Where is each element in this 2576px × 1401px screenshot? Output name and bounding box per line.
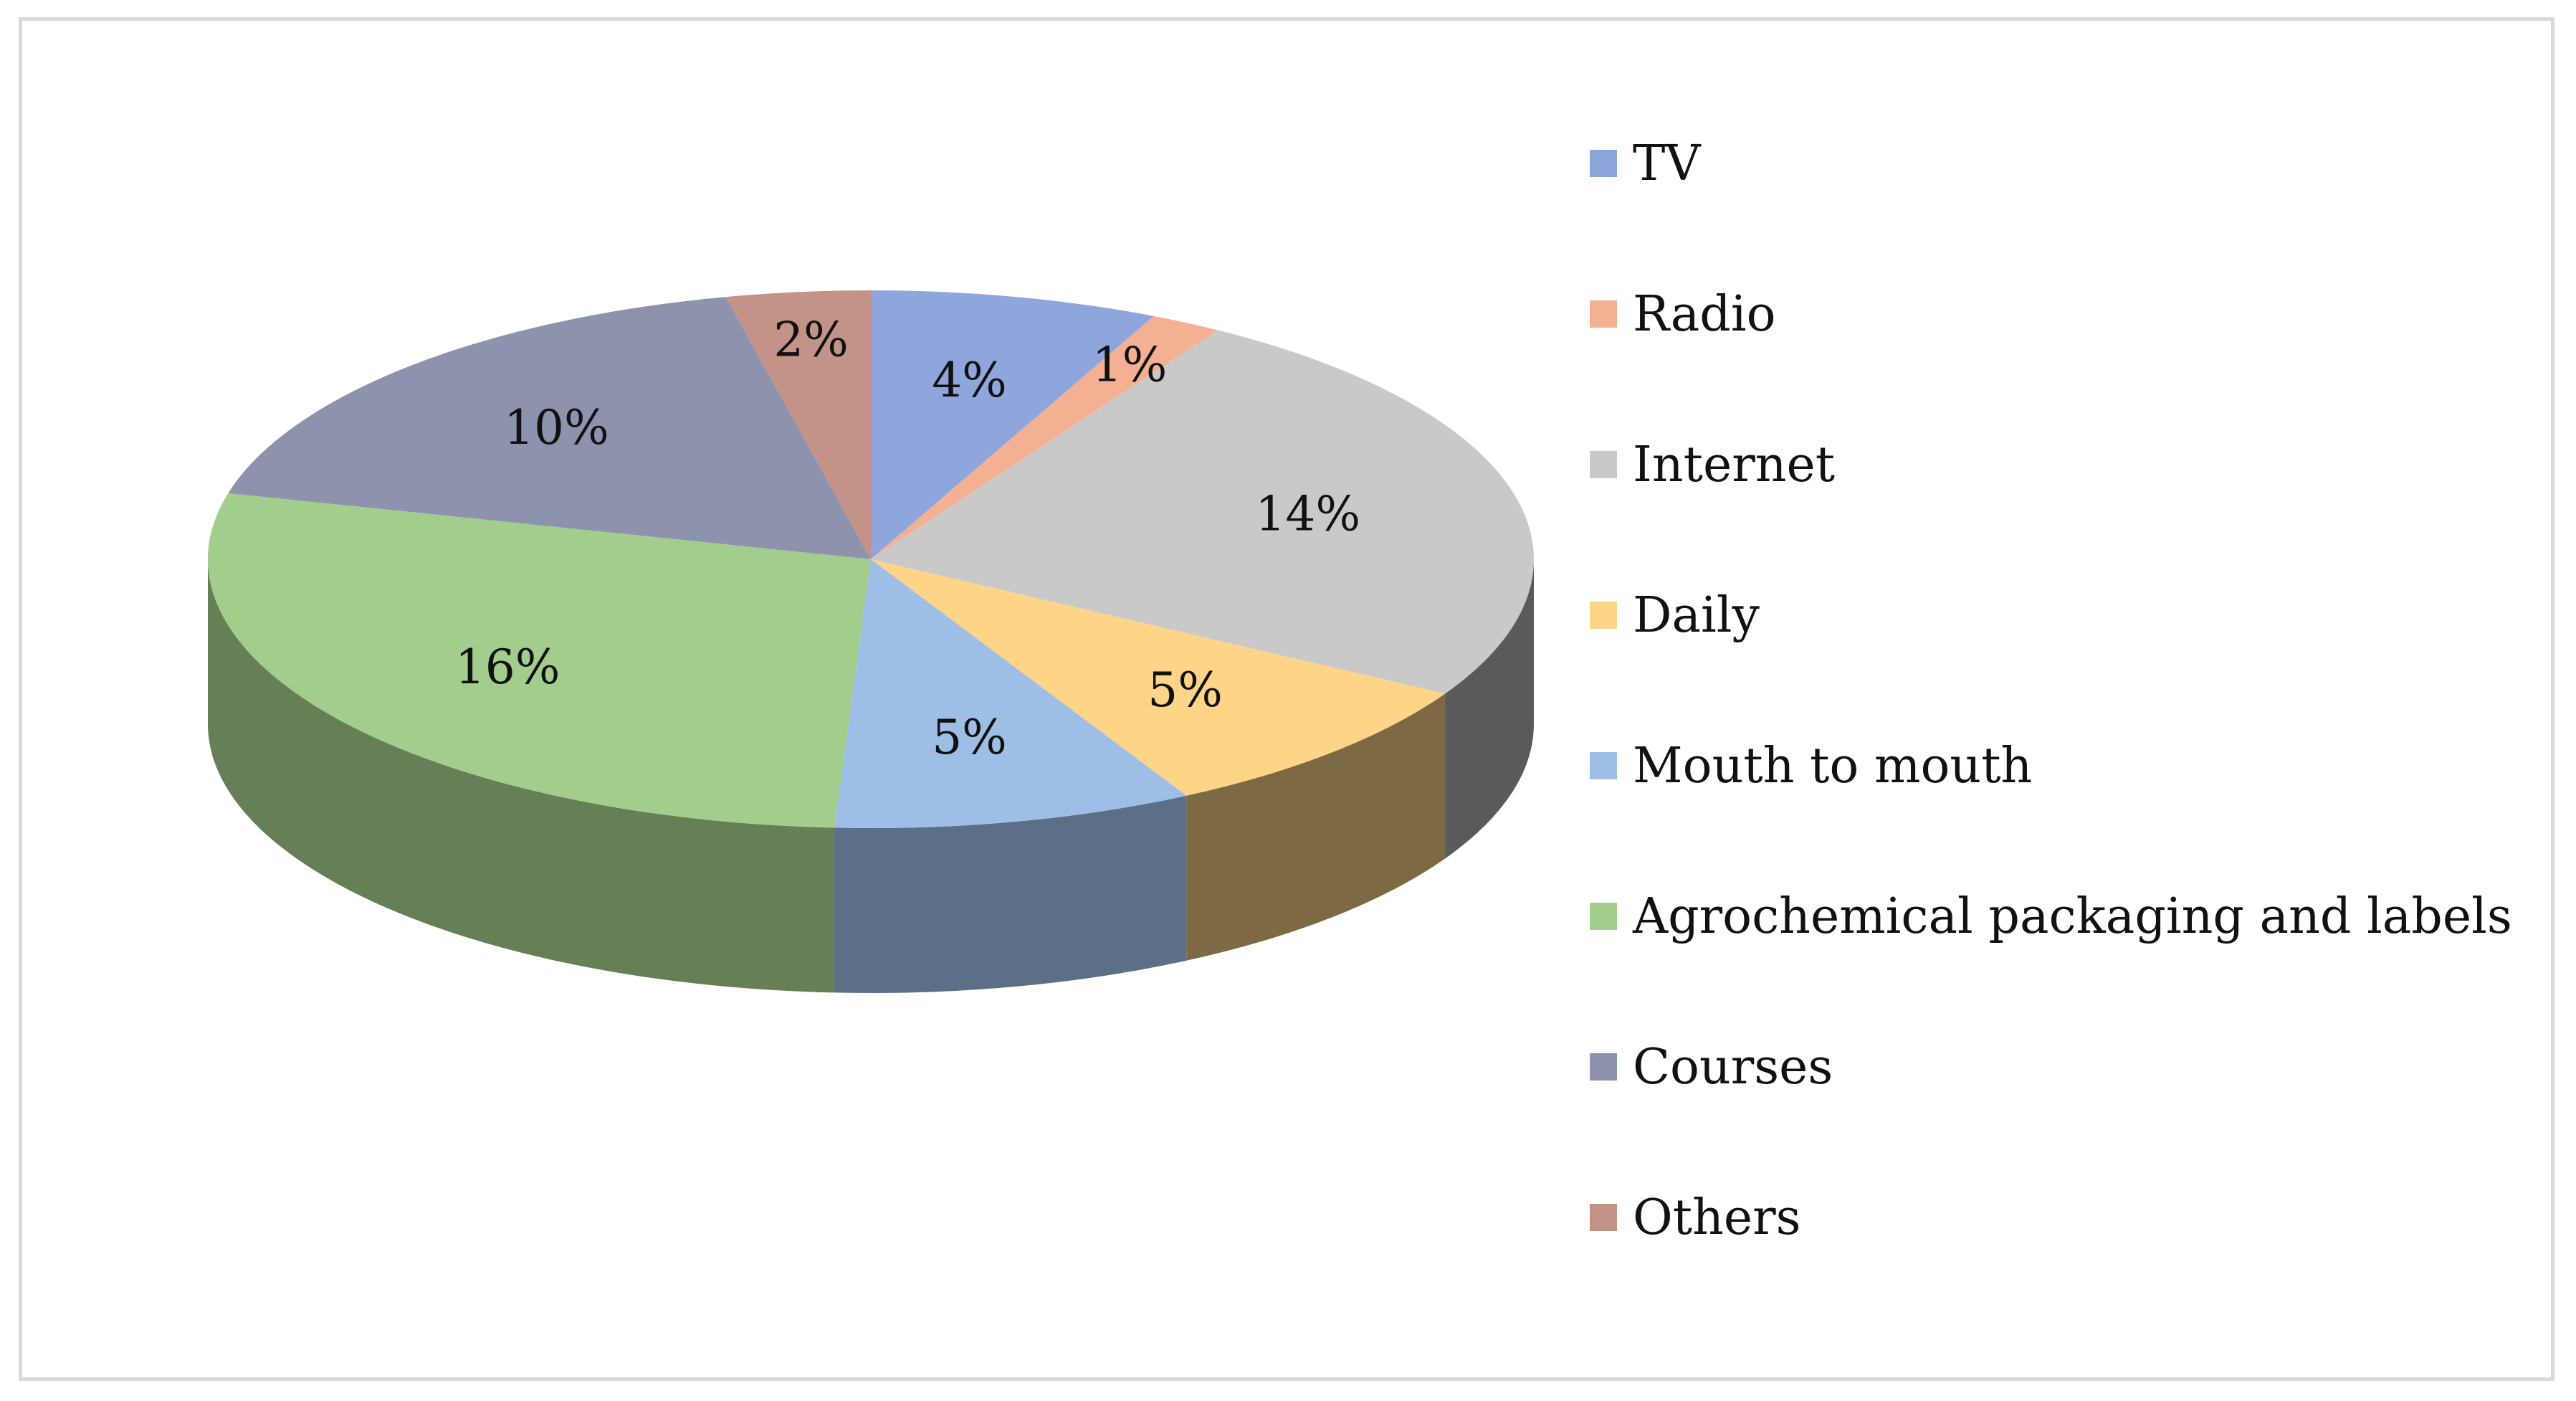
pie-side-internet bbox=[1445, 559, 1534, 859]
legend-label: Others bbox=[1633, 1189, 1801, 1246]
legend-swatch bbox=[1590, 451, 1617, 478]
legend-swatch bbox=[1590, 1204, 1617, 1231]
pie-slice-courses bbox=[228, 297, 871, 559]
legend-swatch bbox=[1590, 903, 1617, 930]
legend-item-tv: TV bbox=[1590, 135, 1700, 192]
data-label-internet: 14% bbox=[1255, 486, 1360, 541]
pie-slice-agrochemical-packaging-and-labels bbox=[208, 493, 871, 828]
legend-item-courses: Courses bbox=[1590, 1038, 1833, 1096]
legend-swatch bbox=[1590, 602, 1617, 629]
data-label-others: 2% bbox=[773, 312, 849, 367]
legend-swatch bbox=[1590, 752, 1617, 779]
pie-slice-mouth-to-mouth bbox=[834, 559, 1187, 828]
pie-slice-radio bbox=[871, 315, 1218, 559]
legend-label: Daily bbox=[1633, 586, 1760, 644]
legend-item-others: Others bbox=[1590, 1189, 1801, 1246]
pie-slice-daily bbox=[871, 559, 1446, 796]
pie-slices bbox=[208, 290, 1534, 828]
legend-swatch bbox=[1590, 150, 1617, 177]
pie-side-mouth-to-mouth bbox=[834, 795, 1187, 993]
pie-data-labels: 4% 1% 14% 5% 5% 16% 10% 2% bbox=[455, 312, 1360, 764]
legend-swatch bbox=[1590, 300, 1617, 328]
pie-slice-others bbox=[725, 290, 871, 559]
data-label-agrochemical-packaging-and-labels: 16% bbox=[455, 640, 560, 695]
legend-item-daily: Daily bbox=[1590, 586, 1760, 644]
legend-item-mouth-to-mouth: Mouth to mouth bbox=[1590, 737, 2032, 794]
data-label-tv: 4% bbox=[932, 353, 1007, 408]
legend-item-agrochemical-packaging-and-labels: Agrochemical packaging and labels bbox=[1590, 888, 2512, 945]
data-label-daily: 5% bbox=[1148, 662, 1223, 718]
legend-label: Mouth to mouth bbox=[1633, 737, 2033, 794]
pie-side-daily bbox=[1186, 693, 1446, 961]
legend-swatch bbox=[1590, 1053, 1617, 1081]
legend-item-internet: Internet bbox=[1590, 436, 1835, 493]
data-label-courses: 10% bbox=[504, 400, 609, 455]
legend-label: Internet bbox=[1633, 436, 1836, 493]
legend-label: Radio bbox=[1633, 285, 1776, 343]
legend-label: Agrochemical packaging and labels bbox=[1633, 888, 2512, 945]
legend-item-radio: Radio bbox=[1590, 285, 1776, 343]
pie-sides bbox=[208, 559, 1534, 993]
legend-label: TV bbox=[1633, 135, 1701, 192]
pie-slice-tv bbox=[871, 290, 1154, 559]
legend-label: Courses bbox=[1633, 1038, 1833, 1096]
data-label-radio: 1% bbox=[1092, 338, 1168, 393]
data-label-mouth-to-mouth: 5% bbox=[932, 710, 1007, 765]
pie-slice-internet bbox=[871, 330, 1534, 694]
pie-side-agrochemical-packaging-and-labels bbox=[208, 559, 835, 993]
